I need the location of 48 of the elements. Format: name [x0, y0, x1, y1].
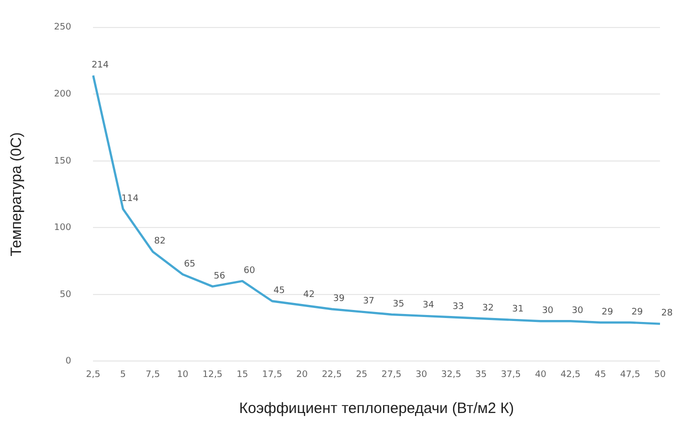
- x-tick-label: 35: [475, 370, 487, 380]
- y-tick-label: 50: [60, 290, 72, 300]
- data-label: 42: [303, 290, 315, 300]
- data-label: 31: [512, 304, 524, 315]
- data-label: 82: [154, 236, 166, 247]
- x-tick-label: 50: [654, 370, 666, 380]
- data-label: 39: [333, 294, 345, 304]
- data-label: 45: [273, 286, 285, 296]
- x-axis-title: Коэффициент теплопередачи (Вт/м2 К): [239, 400, 514, 418]
- x-tick-label: 10: [176, 370, 189, 380]
- data-label: 35: [392, 299, 404, 310]
- data-label: 114: [121, 194, 139, 204]
- x-tick-label: 22,5: [322, 370, 342, 380]
- x-tick-label: 40: [534, 370, 547, 380]
- x-tick-label: 45: [594, 370, 606, 380]
- y-tick-label: 100: [54, 223, 72, 234]
- y-tick-label: 0: [65, 356, 72, 367]
- x-tick-label: 42,5: [560, 370, 581, 380]
- y-tick-label: 150: [54, 156, 72, 166]
- data-label: 37: [362, 296, 374, 307]
- data-label: 60: [244, 266, 256, 276]
- data-label: 56: [214, 271, 226, 282]
- x-tick-label: 27,5: [381, 370, 402, 380]
- data-label: 34: [422, 300, 434, 311]
- y-axis-title: Температура (0С): [8, 132, 26, 256]
- y-tick-label: 250: [54, 22, 72, 33]
- x-tick-label: 15: [236, 370, 248, 380]
- x-tick-label: 47,5: [620, 370, 640, 380]
- x-tick-label: 25: [356, 370, 368, 380]
- x-tick-label: 32,5: [441, 370, 462, 380]
- y-tick-label: 200: [54, 90, 72, 100]
- data-label: 32: [482, 303, 494, 314]
- data-label: 65: [184, 259, 196, 270]
- data-label: 29: [602, 307, 614, 318]
- x-tick-label: 12,5: [202, 370, 223, 380]
- data-label: 28: [661, 308, 673, 319]
- x-tick-label: 17,5: [262, 370, 282, 380]
- x-tick-label: 20: [296, 370, 308, 380]
- data-label: 214: [92, 60, 110, 70]
- data-label: 29: [631, 307, 644, 318]
- data-label: 30: [542, 306, 554, 316]
- data-label: 30: [572, 306, 584, 316]
- x-tick-label: 7,5: [146, 370, 160, 380]
- x-tick-label: 2,5: [86, 370, 100, 380]
- x-tick-label: 37,5: [500, 370, 521, 380]
- x-tick-label: 30: [416, 370, 428, 380]
- x-tick-label: 5: [120, 370, 126, 380]
- data-label: 33: [452, 302, 464, 312]
